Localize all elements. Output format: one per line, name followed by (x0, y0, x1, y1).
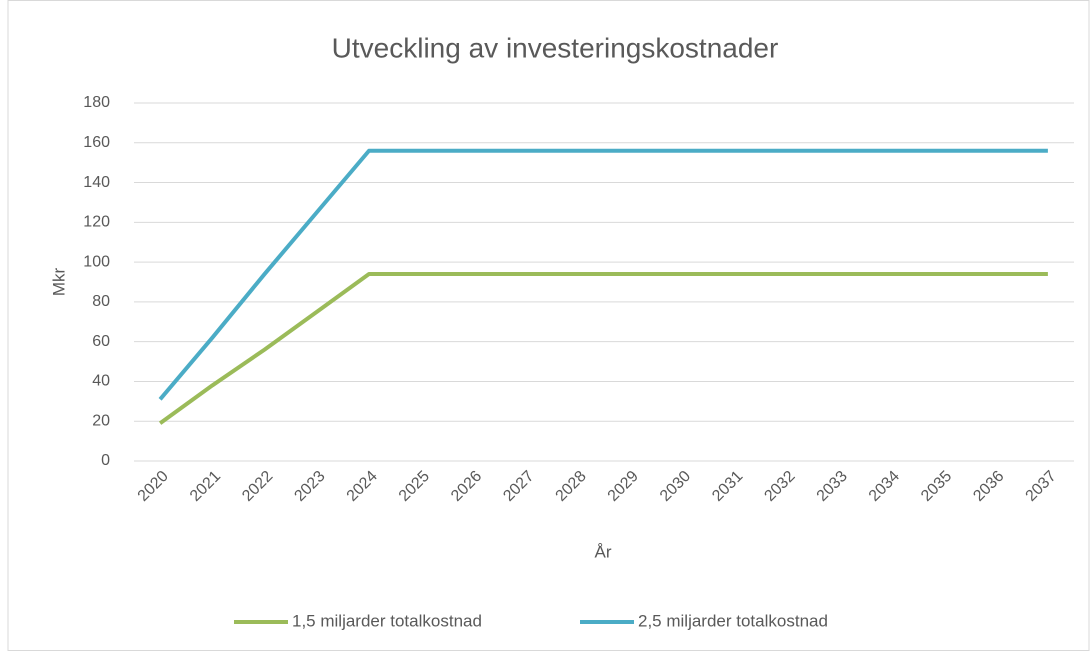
legend-label: 2,5 miljarder totalkostnad (638, 611, 828, 630)
y-tick-label: 180 (83, 94, 110, 111)
x-axis-label: År (595, 542, 612, 561)
legend-label: 1,5 miljarder totalkostnad (292, 611, 482, 630)
y-tick-label: 160 (83, 134, 110, 151)
y-tick-label: 100 (83, 253, 110, 270)
series-line (158, 272, 1048, 425)
y-tick-label: 120 (83, 214, 110, 231)
y-tick-label: 80 (92, 293, 110, 310)
y-axis-label: Mkr (49, 268, 68, 297)
y-tick-label: 0 (101, 452, 110, 469)
y-tick-label: 40 (92, 373, 110, 390)
y-tick-label: 20 (92, 412, 110, 429)
series-line (158, 148, 1048, 401)
chart-border (7, 0, 1090, 651)
chart-title: Utveckling av investeringskostnader (332, 32, 779, 63)
y-tick-label: 60 (92, 333, 110, 350)
y-tick-label: 140 (83, 174, 110, 191)
